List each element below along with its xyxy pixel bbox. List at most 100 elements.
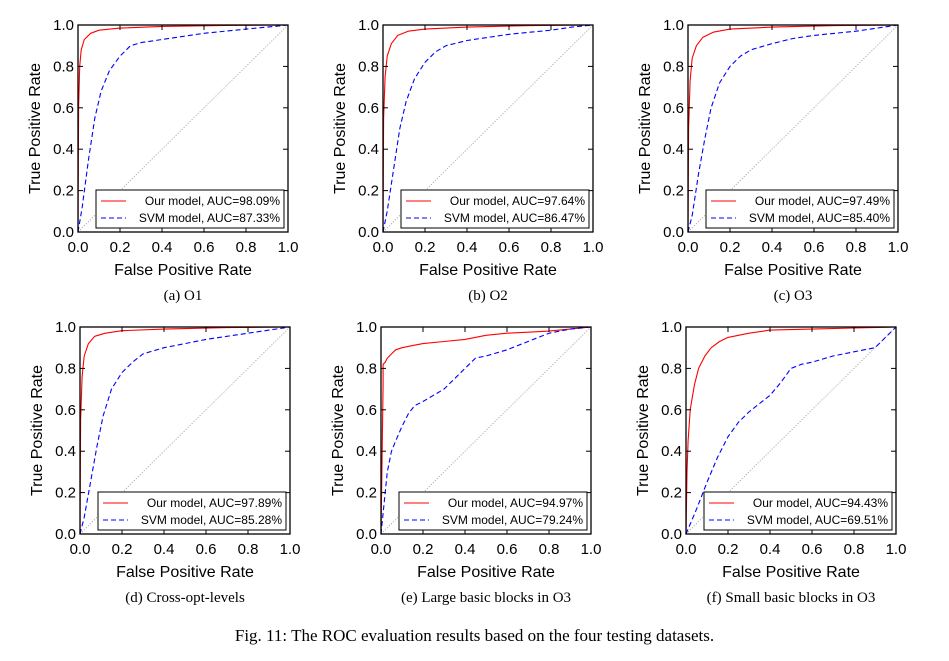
y-tick-label: 0.4 bbox=[53, 141, 74, 158]
x-tick-label: 0.4 bbox=[762, 239, 783, 256]
panel-caption: (a) O1 bbox=[164, 288, 203, 304]
y-tick-label: 0.8 bbox=[663, 58, 684, 75]
roc-panel-4: 0.0 0.2 0.4 0.6 0.8 1.0 0.0 0.2 0.4 0.6 0.8 1.0 Fals… bbox=[29, 319, 300, 606]
y-tick-label: 1.0 bbox=[53, 17, 74, 34]
x-tick-label: 0.4 bbox=[760, 541, 781, 558]
plot-frame bbox=[687, 24, 899, 233]
x-axis-label: False Positive Rate bbox=[419, 262, 557, 279]
legend: Our model, AUC=94.43% SVM model, AUC=69.5… bbox=[703, 491, 893, 531]
y-axis-label: True Positive Rate bbox=[635, 365, 652, 496]
y-tick-label: 0.4 bbox=[663, 141, 684, 158]
our-model-roc-line bbox=[685, 326, 897, 535]
legend-box bbox=[398, 491, 588, 531]
svm-model-roc-line bbox=[685, 326, 897, 535]
panel-caption: (d) Cross-opt-levels bbox=[125, 590, 245, 606]
x-tick-label: 0.8 bbox=[541, 239, 562, 256]
x-axis-label: False Positive Rate bbox=[722, 564, 860, 581]
y-tick-label: 1.0 bbox=[358, 17, 379, 34]
legend-label-svm-model: SVM model, AUC=85.28% bbox=[141, 513, 282, 527]
y-tick-label: 0.6 bbox=[55, 402, 76, 419]
y-tick-label: 0.0 bbox=[663, 224, 684, 241]
x-tick-label: 0.0 bbox=[68, 239, 89, 256]
legend-label-our-model: Our model, AUC=97.89% bbox=[147, 496, 282, 510]
x-axis-label: False Positive Rate bbox=[114, 262, 252, 279]
y-tick-label: 0.4 bbox=[55, 443, 76, 460]
y-tick-label: 1.0 bbox=[55, 319, 76, 336]
y-tick-label: 0.0 bbox=[53, 224, 74, 241]
x-tick-label: 0.0 bbox=[70, 541, 91, 558]
y-tick-label: 0.6 bbox=[661, 402, 682, 419]
plot-frame bbox=[685, 326, 897, 535]
x-tick-label: 0.8 bbox=[539, 541, 560, 558]
legend-box bbox=[95, 189, 285, 229]
y-tick-label: 0.6 bbox=[53, 100, 74, 117]
y-tick-label: 0.8 bbox=[358, 58, 379, 75]
legend-label-svm-model: SVM model, AUC=69.51% bbox=[747, 513, 888, 527]
svm-model-roc-line bbox=[687, 24, 899, 233]
legend: Our model, AUC=97.89% SVM model, AUC=85.2… bbox=[97, 491, 287, 531]
our-model-roc-line bbox=[687, 24, 899, 233]
legend-label-svm-model: SVM model, AUC=85.40% bbox=[749, 211, 890, 225]
x-tick-label: 0.6 bbox=[497, 541, 518, 558]
x-tick-label: 0.0 bbox=[678, 239, 699, 256]
x-tick-label: 0.8 bbox=[844, 541, 865, 558]
x-tick-label: 0.6 bbox=[499, 239, 520, 256]
y-axis-label: True Positive Rate bbox=[332, 63, 349, 194]
y-tick-label: 0.8 bbox=[55, 360, 76, 377]
y-axis-label: True Positive Rate bbox=[637, 63, 654, 194]
x-tick-label: 0.2 bbox=[413, 541, 434, 558]
x-tick-label: 0.6 bbox=[194, 239, 215, 256]
roc-panel-2: 0.0 0.2 0.4 0.6 0.8 1.0 0.0 0.2 0.4 0.6 0.8 1.0 Fals… bbox=[332, 17, 603, 304]
x-axis-label: False Positive Rate bbox=[417, 564, 555, 581]
legend-box bbox=[703, 491, 893, 531]
legend: Our model, AUC=94.97% SVM model, AUC=79.2… bbox=[398, 491, 588, 531]
x-tick-label: 0.0 bbox=[373, 239, 394, 256]
x-tick-label: 0.0 bbox=[371, 541, 392, 558]
x-tick-label: 0.8 bbox=[236, 239, 257, 256]
our-model-roc-line bbox=[380, 326, 592, 535]
x-tick-label: 0.6 bbox=[802, 541, 823, 558]
x-tick-label: 0.6 bbox=[804, 239, 825, 256]
y-tick-label: 0.0 bbox=[356, 526, 377, 543]
y-tick-label: 0.0 bbox=[358, 224, 379, 241]
roc-panel-3: 0.0 0.2 0.4 0.6 0.8 1.0 0.0 0.2 0.4 0.6 0.8 1.0 Fals… bbox=[637, 17, 908, 304]
legend-box bbox=[705, 189, 895, 229]
x-tick-label: 0.2 bbox=[415, 239, 436, 256]
roc-panel-1: 0.0 0.2 0.4 0.6 0.8 1.0 0.0 0.2 0.4 0.6 0.8 1.0 Fals… bbox=[27, 17, 298, 304]
x-tick-label: 0.4 bbox=[455, 541, 476, 558]
roc-panel-5: 0.0 0.2 0.4 0.6 0.8 1.0 0.0 0.2 0.4 0.6 0.8 1.0 Fals… bbox=[330, 319, 601, 606]
plot-frame bbox=[382, 24, 594, 233]
y-tick-label: 0.0 bbox=[55, 526, 76, 543]
legend-label-svm-model: SVM model, AUC=87.33% bbox=[139, 211, 280, 225]
y-axis-label: True Positive Rate bbox=[29, 365, 46, 496]
x-tick-label: 1.0 bbox=[581, 541, 602, 558]
svm-model-roc-line bbox=[77, 24, 289, 233]
y-tick-label: 0.8 bbox=[53, 58, 74, 75]
x-tick-label: 1.0 bbox=[280, 541, 301, 558]
y-tick-label: 1.0 bbox=[661, 319, 682, 336]
legend-label-svm-model: SVM model, AUC=79.24% bbox=[442, 513, 583, 527]
y-tick-label: 0.4 bbox=[356, 443, 377, 460]
y-tick-label: 0.8 bbox=[661, 360, 682, 377]
x-tick-label: 0.4 bbox=[154, 541, 175, 558]
legend-label-our-model: Our model, AUC=97.49% bbox=[755, 194, 890, 208]
x-tick-label: 0.2 bbox=[720, 239, 741, 256]
x-tick-label: 1.0 bbox=[278, 239, 299, 256]
legend-label-our-model: Our model, AUC=94.43% bbox=[753, 496, 888, 510]
x-tick-label: 0.4 bbox=[457, 239, 478, 256]
legend-label-our-model: Our model, AUC=94.97% bbox=[448, 496, 583, 510]
y-tick-label: 0.6 bbox=[358, 100, 379, 117]
legend-box bbox=[97, 491, 287, 531]
legend: Our model, AUC=97.64% SVM model, AUC=86.4… bbox=[400, 189, 590, 229]
x-tick-label: 0.8 bbox=[846, 239, 867, 256]
legend-label-our-model: Our model, AUC=98.09% bbox=[145, 194, 280, 208]
y-tick-label: 0.6 bbox=[356, 402, 377, 419]
y-tick-label: 0.2 bbox=[663, 183, 684, 200]
x-tick-label: 0.2 bbox=[110, 239, 131, 256]
legend-box bbox=[400, 189, 590, 229]
y-tick-label: 0.2 bbox=[53, 183, 74, 200]
x-tick-label: 1.0 bbox=[583, 239, 604, 256]
panel-caption: (f) Small basic blocks in O3 bbox=[707, 590, 876, 606]
panel-caption: (b) O2 bbox=[468, 288, 508, 304]
x-axis-label: False Positive Rate bbox=[724, 262, 862, 279]
